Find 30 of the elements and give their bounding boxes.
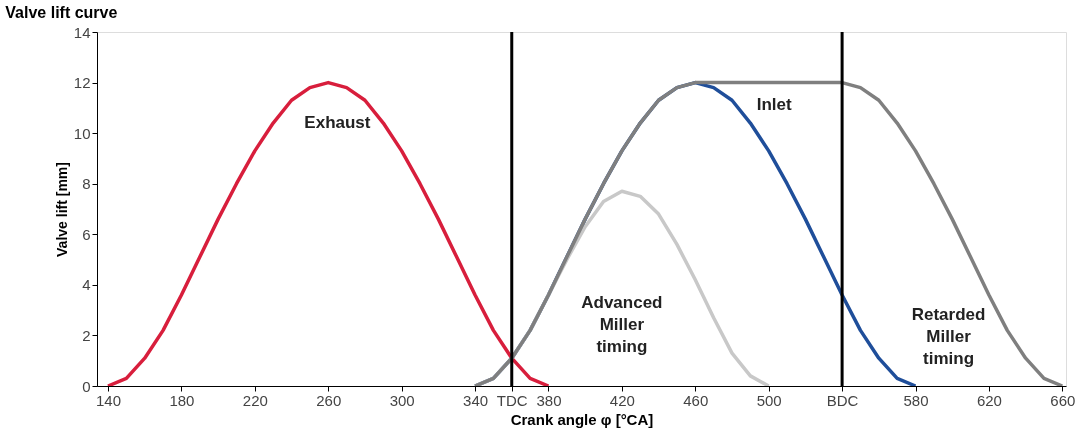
x-tick-label: 620 — [976, 391, 1002, 409]
x-tick-label: 380 — [536, 391, 562, 409]
x-tick-label: 300 — [389, 391, 415, 409]
x-tick-label: 220 — [242, 391, 268, 409]
x-tick-label: BDC — [826, 391, 859, 409]
series-label: Inlet — [756, 95, 793, 115]
x-tick-label: 260 — [316, 391, 342, 409]
y-tick-label: 6 — [82, 225, 91, 243]
x-tick-label: 140 — [96, 391, 122, 409]
series-label: Retarded Miller timing — [911, 305, 986, 369]
y-tick-label: 8 — [82, 175, 91, 193]
x-tick-label: 660 — [1050, 391, 1076, 409]
x-axis-title: Crank angle φ [°CA] — [510, 410, 654, 428]
chart-title: Valve lift curve — [5, 4, 118, 21]
y-tick-label: 2 — [82, 326, 91, 344]
x-tick-label: 340 — [463, 391, 489, 409]
x-tick-label: 420 — [609, 391, 635, 409]
x-tick-label: 500 — [756, 391, 782, 409]
y-tick-label: 14 — [73, 23, 91, 41]
y-tick-label: 12 — [73, 74, 91, 92]
x-tick-label: 180 — [169, 391, 195, 409]
y-tick-label: 10 — [73, 124, 91, 142]
series-label: Exhaust — [304, 113, 371, 133]
y-tick-label: 0 — [82, 377, 91, 395]
x-tick-label: TDC — [496, 391, 528, 409]
x-tick-label: 460 — [683, 391, 709, 409]
y-axis-title: Valve lift [mm] — [53, 162, 70, 257]
x-tick-label: 580 — [903, 391, 929, 409]
y-tick-label: 4 — [82, 276, 91, 294]
series-label: Advanced Miller timing — [581, 292, 663, 356]
